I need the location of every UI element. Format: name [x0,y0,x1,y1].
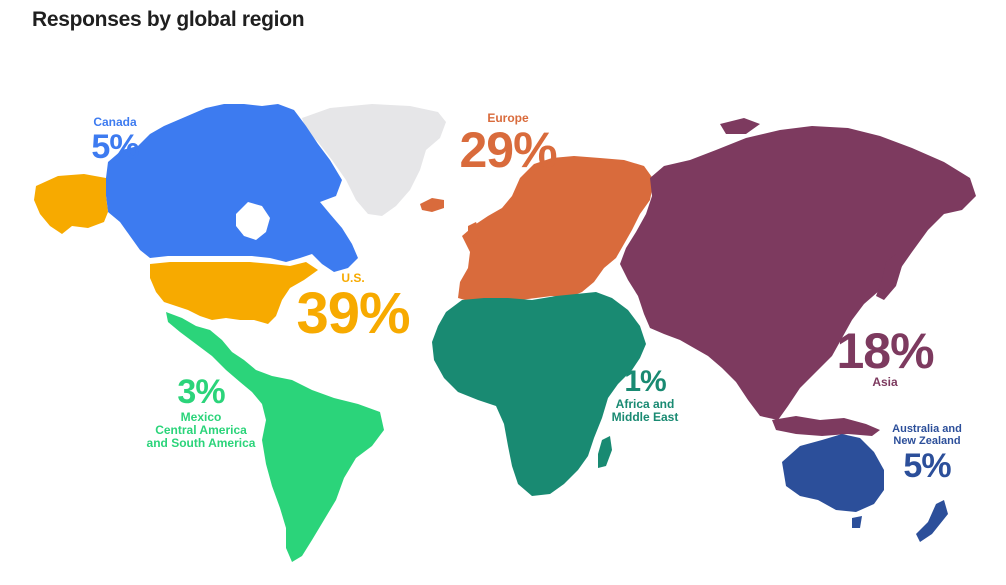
oceania-label: Australia and New Zealand 5% [872,423,982,485]
canada-label: Canada 5% [78,116,152,166]
indonesia-shape [772,416,880,436]
latam-percent: 3% [177,373,225,411]
madagascar-shape [598,436,612,468]
japan-shape [876,254,902,300]
new-zealand-shape [916,500,948,542]
europe-name: Europe [487,111,529,125]
africa-middle-east-name-line-1: Africa and [615,397,675,412]
latam-shape [166,312,384,562]
australia-shape [782,434,884,512]
british-isles-shape [468,222,480,244]
arctic-islands-shape [720,118,760,134]
greenland-shape [302,104,446,216]
oceania-name-line-1: Australia and [892,423,962,435]
latam-label: 3% Mexico Central America and South Amer… [136,374,266,450]
asia-label: 18% Asia [830,326,940,389]
asia-name: Asia [872,375,898,389]
asia-percent: 18% [836,323,934,379]
us-percent: 39% [296,280,410,346]
latam-name-line-1: Mexico [180,409,222,424]
canada-name: Canada [93,115,137,129]
canada-shape [106,104,358,272]
hudson-bay-shape [236,202,270,240]
tasmania-shape [852,516,862,528]
latam-name-line-3: and South America [146,435,256,450]
oceania-name-line-2: New Zealand [893,434,961,447]
europe-label: Europe 29% [450,112,566,175]
africa-middle-east-shape [432,292,646,496]
oceania-percent: 5% [903,446,951,485]
europe-shape [458,156,654,302]
europe-percent: 29% [459,121,557,178]
alaska-shape [34,174,108,234]
us-name: U.S. [341,271,365,285]
us-shape [150,262,318,324]
canada-percent: 5% [91,127,139,166]
chart-title: Responses by global region [32,8,305,31]
africa-middle-east-percent: 1% [624,365,666,398]
latam-name-line-2: Central America [155,422,247,437]
africa-middle-east-label: 1% Africa and Middle East [600,365,690,425]
africa-middle-east-name-line-2: Middle East [611,410,679,425]
us-label: U.S. 39% [288,272,418,343]
asia-shape [620,126,976,420]
iceland-shape [420,198,444,212]
